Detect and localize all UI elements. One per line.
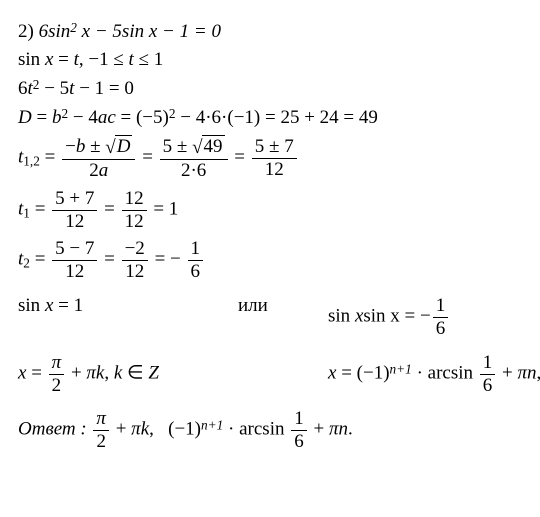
answer-label: Ответ : (18, 419, 91, 440)
t1-sub: 1 (23, 205, 30, 220)
t12-frac1: −b ± √D 2a (62, 135, 135, 182)
t12-frac3: 5 ± 7 12 (252, 136, 297, 181)
line-t12: t1,2 = −b ± √D 2a = 5 ± √49 2·6 = 5 ± 7 … (18, 135, 522, 182)
t2-sub: 2 (23, 256, 30, 271)
sin-right: sin xsin x = − 1 6 (328, 295, 450, 340)
t2-frac1: 5 − 7 12 (52, 238, 97, 283)
x-left: x = π 2 + πk, k ∈ Z (18, 352, 228, 397)
t12-sub: 1,2 (23, 154, 40, 169)
problem-number: 2) (18, 21, 34, 42)
eq-sign: = (45, 147, 60, 168)
t12-frac2: 5 ± √49 2·6 (160, 135, 228, 182)
t1-result: = 1 (153, 198, 178, 219)
sin-left: sin x = 1 (18, 295, 228, 340)
line-eq1: 2) 6sin2 x − 5sin x − 1 = 0 (18, 20, 522, 43)
ans-frac2: 1 6 (291, 408, 307, 453)
t2-frac3: 1 6 (188, 238, 204, 283)
row-x-solutions: x = π 2 + πk, k ∈ Z x = (−1)n+1 · arcsin… (18, 346, 522, 403)
sin-right-frac: 1 6 (433, 295, 449, 340)
t2-frac2: −2 12 (122, 238, 148, 283)
or-word: или (228, 295, 328, 340)
line-discriminant: D = b2 − 4ac = (−5)2 − 4·6·(−1) = 25 + 2… (18, 106, 522, 129)
line-t2: t2 = 5 − 7 12 = −2 12 = − 1 6 (18, 238, 522, 283)
ans-frac1: π 2 (93, 408, 109, 453)
row-sin-cases: sin x = 1 или sin xsin x = − 1 6 (18, 289, 522, 346)
line-substitution: sin x = t, −1 ≤ t ≤ 1 (18, 49, 522, 71)
x-right-exp: n+1 (390, 361, 412, 376)
answer-line: Ответ : π 2 + πk, (−1)n+1 · arcsin 1 6 +… (18, 408, 522, 453)
t1-frac1: 5 + 7 12 (52, 188, 97, 233)
ans-exp: n+1 (201, 418, 223, 433)
t2-eq-neg: = − (155, 249, 181, 270)
x-right: x = (−1)n+1 · arcsin 1 6 + πn, n ∈ Z (328, 352, 540, 397)
t1-frac2: 12 12 (122, 188, 147, 233)
line-t1: t1 = 5 + 7 12 = 12 12 = 1 (18, 188, 522, 233)
x-left-frac: π 2 (49, 352, 65, 397)
line-eq-t: 6t2 − 5t − 1 = 0 (18, 77, 522, 100)
x-right-frac: 1 6 (480, 352, 496, 397)
neg-prefix: sin x = − (363, 306, 430, 327)
